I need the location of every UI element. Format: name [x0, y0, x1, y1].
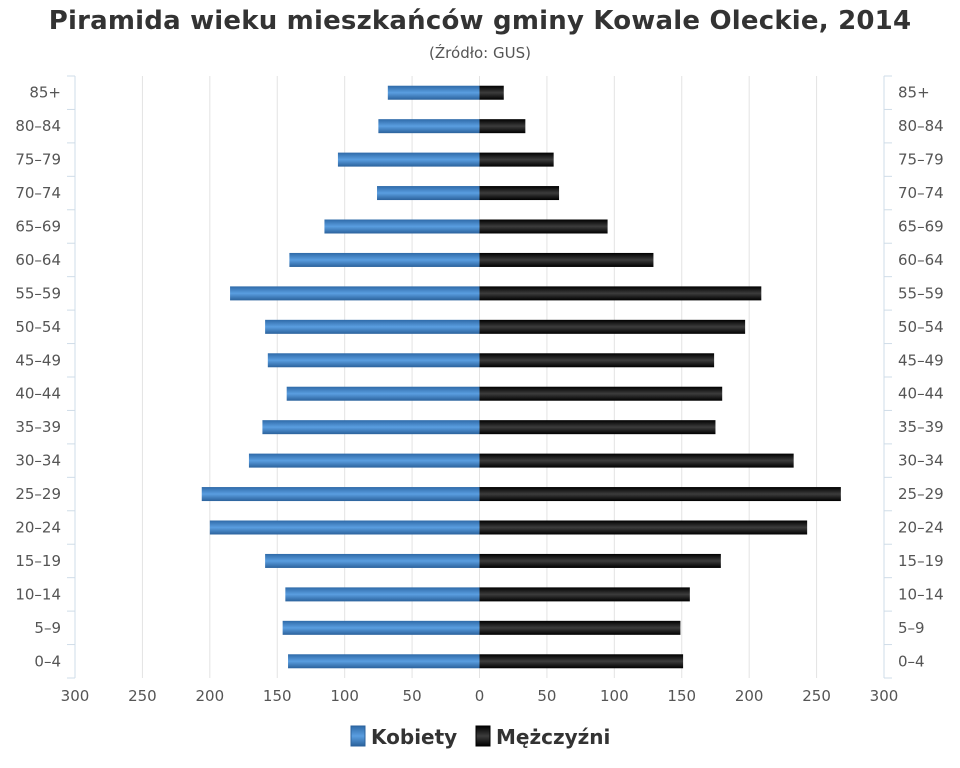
category-label-right: 40–44: [898, 385, 944, 403]
bar-kobiety: [337, 152, 480, 167]
category-label-right: 70–74: [898, 184, 944, 202]
bar-mezczyzni: [479, 252, 654, 267]
bar-kobiety: [265, 319, 480, 334]
bar-kobiety: [377, 186, 480, 201]
bar-mezczyzni: [479, 186, 560, 201]
bar-kobiety: [286, 386, 480, 401]
legend-swatch-kobiety[interactable]: [350, 725, 366, 747]
category-label-left: 65–69: [15, 218, 61, 236]
x-tick-label: 150: [263, 687, 292, 705]
bar-mezczyzni: [479, 119, 526, 134]
chart-title: Piramida wieku mieszkańców gminy Kowale …: [48, 6, 912, 36]
category-label-right: 45–49: [898, 351, 944, 369]
bar-kobiety: [262, 420, 480, 435]
bar-mezczyzni: [479, 219, 608, 234]
category-label-left: 60–64: [15, 251, 61, 269]
bar-kobiety: [387, 85, 480, 100]
bar-mezczyzni: [479, 487, 841, 502]
category-label-right: 20–24: [898, 519, 944, 537]
category-label-left: 85+: [29, 84, 61, 102]
bar-kobiety: [265, 553, 480, 568]
x-tick-label: 200: [735, 687, 764, 705]
category-label-left: 40–44: [15, 385, 61, 403]
category-label-left: 0–4: [34, 652, 61, 670]
category-label-right: 30–34: [898, 452, 944, 470]
category-label-left: 30–34: [15, 452, 61, 470]
bar-kobiety: [324, 219, 480, 234]
category-label-left: 20–24: [15, 519, 61, 537]
category-label-left: 70–74: [15, 184, 61, 202]
bar-mezczyzni: [479, 353, 715, 368]
category-label-left: 25–29: [15, 485, 61, 503]
category-label-right: 25–29: [898, 485, 944, 503]
category-label-right: 50–54: [898, 318, 944, 336]
grid: [67, 75, 892, 679]
category-labels: 85+ 85+ 80–84 80–84 75–79 75–79 70–74 70–74 65–6…: [15, 84, 943, 671]
category-label-left: 80–84: [15, 117, 61, 135]
category-label-left: 50–54: [15, 318, 61, 336]
category-label-right: 60–64: [898, 251, 944, 269]
x-tick-label: 250: [128, 687, 157, 705]
bar-mezczyzni: [479, 587, 690, 602]
legend-label-mezczyzni[interactable]: Mężczyźni: [496, 725, 610, 749]
category-label-left: 5–9: [34, 619, 61, 637]
bar-kobiety: [209, 520, 480, 535]
x-tick-label: 0: [475, 687, 485, 705]
category-label-right: 5–9: [898, 619, 925, 637]
x-tick-label: 200: [196, 687, 225, 705]
category-label-right: 80–84: [898, 117, 944, 135]
category-label-left: 45–49: [15, 351, 61, 369]
bar-kobiety: [248, 453, 480, 468]
category-label-left: 35–39: [15, 418, 61, 436]
x-tick-label: 250: [802, 687, 831, 705]
category-label-right: 55–59: [898, 284, 944, 302]
legend[interactable]: Kobiety Mężczyźni: [350, 725, 610, 749]
category-label-right: 0–4: [898, 652, 925, 670]
x-tick-label: 50: [537, 687, 556, 705]
bar-mezczyzni: [479, 286, 762, 301]
bar-kobiety: [201, 487, 480, 502]
x-axis-ticks: 300 250 200 150 100 50 0 50 100 150 200 250 300: [61, 687, 899, 705]
category-label-left: 75–79: [15, 151, 61, 169]
legend-swatch-mezczyzni[interactable]: [475, 725, 491, 747]
x-tick-label: 100: [600, 687, 629, 705]
category-label-left: 15–19: [15, 552, 61, 570]
bar-mezczyzni: [479, 319, 746, 334]
bar-mezczyzni: [479, 620, 681, 635]
category-label-right: 10–14: [898, 585, 944, 603]
bars: [201, 85, 841, 669]
bar-kobiety: [288, 654, 480, 669]
bar-kobiety: [282, 620, 480, 635]
bar-mezczyzni: [479, 85, 504, 100]
bar-mezczyzni: [479, 453, 794, 468]
bar-kobiety: [289, 252, 480, 267]
category-label-left: 10–14: [15, 585, 61, 603]
x-tick-label: 150: [667, 687, 696, 705]
category-label-right: 35–39: [898, 418, 944, 436]
bar-kobiety: [378, 119, 480, 134]
category-label-left: 55–59: [15, 284, 61, 302]
category-label-right: 15–19: [898, 552, 944, 570]
bar-kobiety: [230, 286, 480, 301]
bar-mezczyzni: [479, 386, 723, 401]
bar-mezczyzni: [479, 520, 808, 535]
bar-mezczyzni: [479, 152, 554, 167]
chart-subtitle: (Źródło: GUS): [429, 44, 531, 62]
x-tick-label: 300: [61, 687, 90, 705]
x-tick-label: 300: [870, 687, 899, 705]
bar-kobiety: [285, 587, 480, 602]
category-label-right: 65–69: [898, 218, 944, 236]
bar-mezczyzni: [479, 420, 716, 435]
bar-kobiety: [267, 353, 480, 368]
category-label-right: 75–79: [898, 151, 944, 169]
bar-mezczyzni: [479, 553, 721, 568]
category-label-right: 85+: [898, 84, 930, 102]
x-tick-label: 50: [403, 687, 422, 705]
legend-label-kobiety[interactable]: Kobiety: [371, 725, 457, 749]
x-tick-label: 100: [330, 687, 359, 705]
bar-mezczyzni: [479, 654, 684, 669]
